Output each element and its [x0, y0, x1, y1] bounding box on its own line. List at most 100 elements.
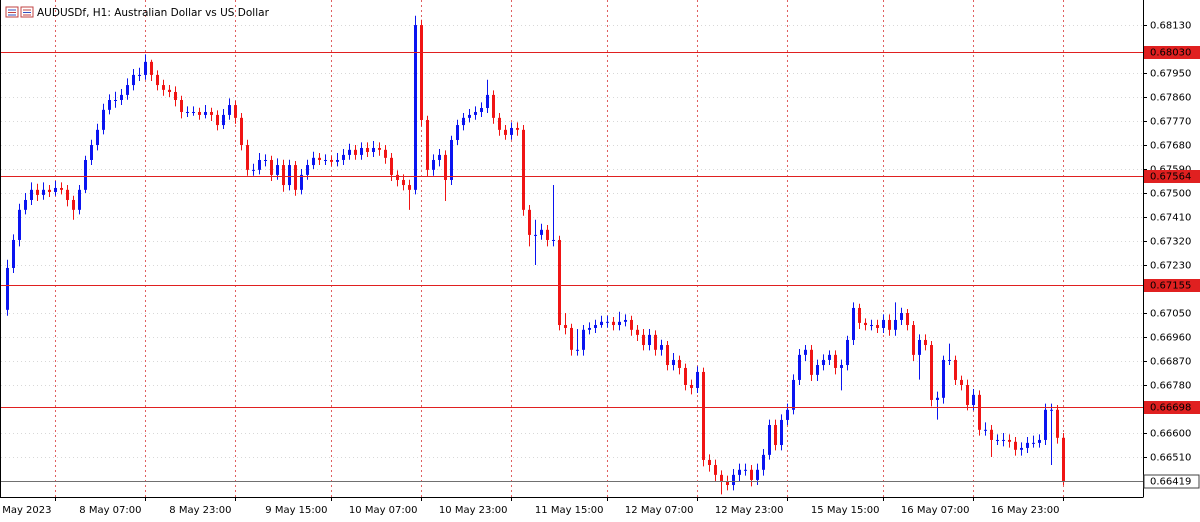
y-tick-label: 0.67950: [1150, 69, 1191, 80]
y-tick-label: 0.67410: [1150, 213, 1191, 224]
candle-body: [852, 307, 855, 340]
candle-body: [834, 354, 837, 368]
candle-body: [30, 189, 33, 200]
candle-body: [648, 334, 651, 346]
candle-body: [942, 359, 945, 398]
candle-body: [210, 111, 213, 115]
candle-body: [456, 125, 459, 140]
candle-body: [924, 339, 927, 346]
candle-body: [1038, 439, 1041, 443]
candle-body: [432, 159, 435, 170]
candle-body: [54, 187, 57, 192]
candle-body: [816, 365, 819, 375]
x-tick-label: 10 May 23:00: [439, 505, 508, 516]
candle-body: [324, 159, 327, 161]
candle-body: [252, 169, 255, 171]
candle-body: [1056, 409, 1059, 438]
candle-body: [396, 174, 399, 180]
level-label: 0.67564: [1150, 172, 1191, 183]
candle-body: [126, 85, 129, 95]
candle-body: [684, 367, 687, 386]
level-label: 0.66698: [1150, 403, 1191, 414]
candle-body: [312, 157, 315, 166]
candle-body: [846, 339, 849, 366]
candle-body: [1014, 441, 1017, 450]
level-label-box: [1144, 46, 1200, 59]
candle-body: [24, 199, 27, 210]
candle-body: [462, 117, 465, 126]
candle-body: [702, 371, 705, 460]
candle-body: [90, 145, 93, 160]
candle-body: [870, 325, 873, 327]
candle-body: [780, 419, 783, 446]
candle-body: [246, 145, 249, 170]
y-tick-label: 0.67680: [1150, 141, 1191, 152]
candle-body: [642, 334, 645, 346]
candle-body: [180, 99, 183, 112]
candle-body: [966, 385, 969, 406]
candle-body: [606, 321, 609, 323]
candle-body: [588, 327, 591, 330]
candle-body: [984, 429, 987, 431]
candle-body: [600, 321, 603, 326]
y-tick-label: 0.66510: [1150, 453, 1191, 464]
candle-body: [774, 425, 777, 446]
candle-body: [930, 345, 933, 400]
level-label-box: [1144, 170, 1200, 183]
candle-body: [732, 474, 735, 486]
candle-body: [696, 371, 699, 388]
y-tick-label: 0.66780: [1150, 381, 1191, 392]
candle-body: [138, 74, 141, 76]
level-label: 0.67155: [1150, 281, 1191, 292]
candle-body: [918, 339, 921, 355]
y-tick-label: 0.68130: [1150, 21, 1191, 32]
x-tick-label: 16 May 07:00: [901, 505, 970, 516]
candle-body: [348, 149, 351, 155]
candle-body: [1008, 439, 1011, 442]
candle-body: [654, 334, 657, 350]
candle-body: [804, 349, 807, 355]
candle-body: [954, 359, 957, 380]
candle-body: [96, 129, 99, 146]
candle-body: [114, 99, 117, 101]
candle-body: [66, 189, 69, 200]
candle-body: [132, 74, 135, 86]
x-tick-label: 16 May 23:00: [991, 505, 1060, 516]
candle-body: [564, 325, 567, 328]
y-tick-label: 0.67500: [1150, 189, 1191, 200]
candle-body: [270, 159, 273, 175]
candle-body: [354, 149, 357, 155]
candle-body: [990, 429, 993, 440]
candle-body: [360, 147, 363, 155]
candle-body: [216, 114, 219, 126]
candle-body: [108, 99, 111, 110]
x-tick-label: 8 May 23:00: [169, 505, 231, 516]
candle-body: [960, 379, 963, 386]
chart-title: AUDUSDf, H1: Australian Dollar vs US Dol…: [37, 7, 270, 19]
candle-body: [582, 329, 585, 350]
current-price-box: [1143, 474, 1200, 489]
candle-body: [162, 85, 165, 90]
candle-body: [300, 174, 303, 190]
y-tick-label: 0.67770: [1150, 117, 1191, 128]
candle-body: [678, 359, 681, 368]
candle-body: [576, 349, 579, 351]
candle-body: [342, 154, 345, 160]
candle-body: [186, 111, 189, 113]
candle-body: [510, 127, 513, 135]
candle-body: [498, 117, 501, 130]
candle-body: [546, 229, 549, 240]
candle-body: [72, 199, 75, 210]
candle-body: [150, 61, 153, 75]
candle-body: [222, 114, 225, 126]
candle-body: [972, 394, 975, 406]
y-tick-label: 0.66960: [1150, 333, 1191, 344]
candle-body: [906, 313, 909, 326]
candle-body: [786, 409, 789, 420]
candle-body: [102, 109, 105, 130]
current-price-label: 0.66419: [1150, 477, 1191, 488]
candle-body: [366, 147, 369, 152]
candle-body: [258, 159, 261, 170]
candle-body: [78, 189, 81, 210]
symbol-icon: [5, 6, 34, 18]
